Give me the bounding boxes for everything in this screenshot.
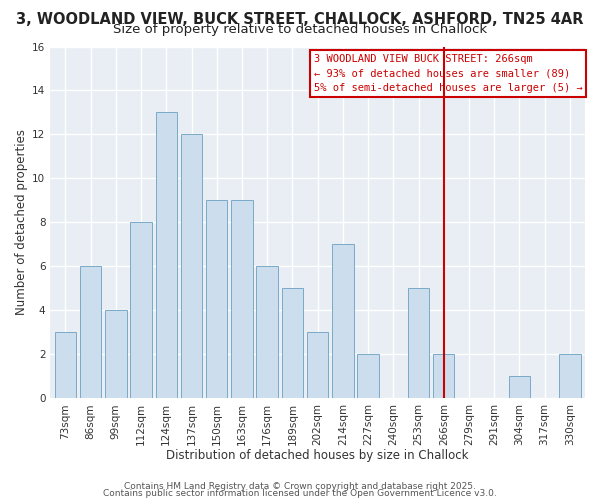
Text: Contains public sector information licensed under the Open Government Licence v3: Contains public sector information licen… — [103, 488, 497, 498]
Bar — [130, 222, 152, 398]
Bar — [358, 354, 379, 399]
X-axis label: Distribution of detached houses by size in Challock: Distribution of detached houses by size … — [166, 450, 469, 462]
Bar — [231, 200, 253, 398]
Bar — [181, 134, 202, 398]
Bar — [408, 288, 429, 399]
Text: 3 WOODLAND VIEW BUCK STREET: 266sqm
← 93% of detached houses are smaller (89)
5%: 3 WOODLAND VIEW BUCK STREET: 266sqm ← 93… — [314, 54, 583, 93]
Bar — [281, 288, 303, 399]
Text: Size of property relative to detached houses in Challock: Size of property relative to detached ho… — [113, 22, 487, 36]
Bar — [55, 332, 76, 398]
Bar — [559, 354, 581, 399]
Bar — [105, 310, 127, 398]
Bar — [332, 244, 353, 398]
Text: Contains HM Land Registry data © Crown copyright and database right 2025.: Contains HM Land Registry data © Crown c… — [124, 482, 476, 491]
Bar — [206, 200, 227, 398]
Y-axis label: Number of detached properties: Number of detached properties — [15, 130, 28, 316]
Bar — [256, 266, 278, 398]
Bar — [433, 354, 454, 399]
Bar — [80, 266, 101, 398]
Bar — [509, 376, 530, 398]
Bar — [155, 112, 177, 399]
Text: 3, WOODLAND VIEW, BUCK STREET, CHALLOCK, ASHFORD, TN25 4AR: 3, WOODLAND VIEW, BUCK STREET, CHALLOCK,… — [16, 12, 584, 28]
Bar — [307, 332, 328, 398]
